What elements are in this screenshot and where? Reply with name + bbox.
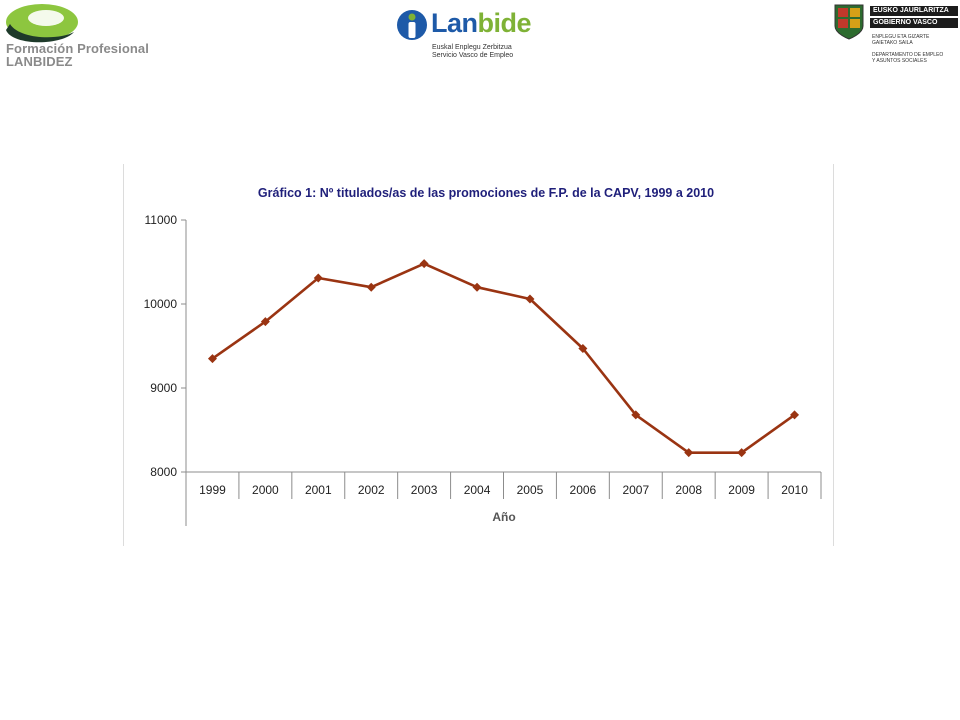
x-tick-label: 2002 (358, 483, 385, 497)
y-tick-label: 9000 (150, 381, 177, 395)
gv-dept1b: GAIETAKO SAILA (872, 40, 913, 46)
series-line (211, 262, 796, 455)
data-point-marker (790, 410, 800, 420)
x-tick-label: 2000 (252, 483, 279, 497)
coat-of-arms-icon (834, 4, 864, 40)
data-point-marker (578, 344, 588, 354)
x-tick-label: 2001 (305, 483, 332, 497)
y-tick-label: 8000 (150, 465, 177, 479)
data-point-marker (366, 282, 376, 292)
x-tick-label: 2005 (517, 483, 544, 497)
lanbide-sub2: Servicio Vasco de Empleo (432, 52, 514, 59)
lanbide-emblem-icon (397, 10, 427, 40)
fp-logo-line1: Formación Profesional (6, 41, 149, 56)
y-tick-label: 11000 (145, 213, 178, 227)
line-chart: Gráfico 1: Nº titulados/as de las promoc… (144, 186, 822, 526)
data-point-marker (737, 448, 747, 458)
data-point-marker (207, 354, 217, 364)
gv-line1: EUSKO JAURLARITZA (870, 6, 958, 16)
x-tick-label: 2008 (675, 483, 702, 497)
x-axis-title: Año (492, 510, 515, 524)
gv-dept2b: Y ASUNTOS SOCIALES (872, 58, 927, 64)
data-point-marker (684, 448, 694, 458)
data-point-marker (525, 294, 535, 304)
series-group (207, 259, 800, 458)
lanbide-name-main: Lan (431, 8, 478, 38)
y-axis: 8000 9000 10000 11000 (144, 213, 187, 526)
fp-logo-line2: LANBIDEZ (6, 54, 73, 69)
data-point-marker (631, 410, 641, 420)
gobierno-vasco-logo: EUSKO JAURLARITZA GOBIERNO VASCO ENPLEGU… (832, 2, 958, 72)
x-tick-label: 2004 (464, 483, 491, 497)
lanbide-sub1: Euskal Enplegu Zerbitzua (432, 44, 512, 51)
lanbide-name-accent: bide (477, 8, 532, 38)
y-tick-label: 10000 (144, 297, 178, 311)
chart-frame: Gráfico 1: Nº titulados/as de las promoc… (123, 164, 834, 546)
fp-logo-mark-icon (6, 4, 78, 43)
x-tick-label: 2003 (411, 483, 438, 497)
x-tick-label: 2007 (622, 483, 649, 497)
x-tick-label: 2009 (728, 483, 755, 497)
x-axis: 1999 2000 2001 2002 2003 2004 2005 2006 2007 2008… (185, 471, 822, 499)
data-point-marker (472, 282, 482, 292)
lanbide-logo: Lanbide Euskal Enplegu Zerbitzua Servici… (396, 6, 532, 64)
formacion-profesional-logo: Formación Profesional LANBIDEZ (0, 0, 180, 72)
data-point-marker (419, 259, 429, 269)
x-tick-label: 2010 (781, 483, 808, 497)
gv-dept2a: DEPARTAMENTO DE EMPLEO (872, 52, 944, 58)
x-tick-label: 1999 (199, 483, 226, 497)
x-tick-label: 2006 (570, 483, 597, 497)
data-point-marker (313, 273, 323, 283)
data-point-marker (260, 317, 270, 327)
chart-title: Gráfico 1: Nº titulados/as de las promoc… (258, 186, 714, 200)
gv-dept1a: ENPLEGU ETA GIZARTE (872, 34, 930, 40)
gv-line2: GOBIERNO VASCO (870, 18, 958, 28)
